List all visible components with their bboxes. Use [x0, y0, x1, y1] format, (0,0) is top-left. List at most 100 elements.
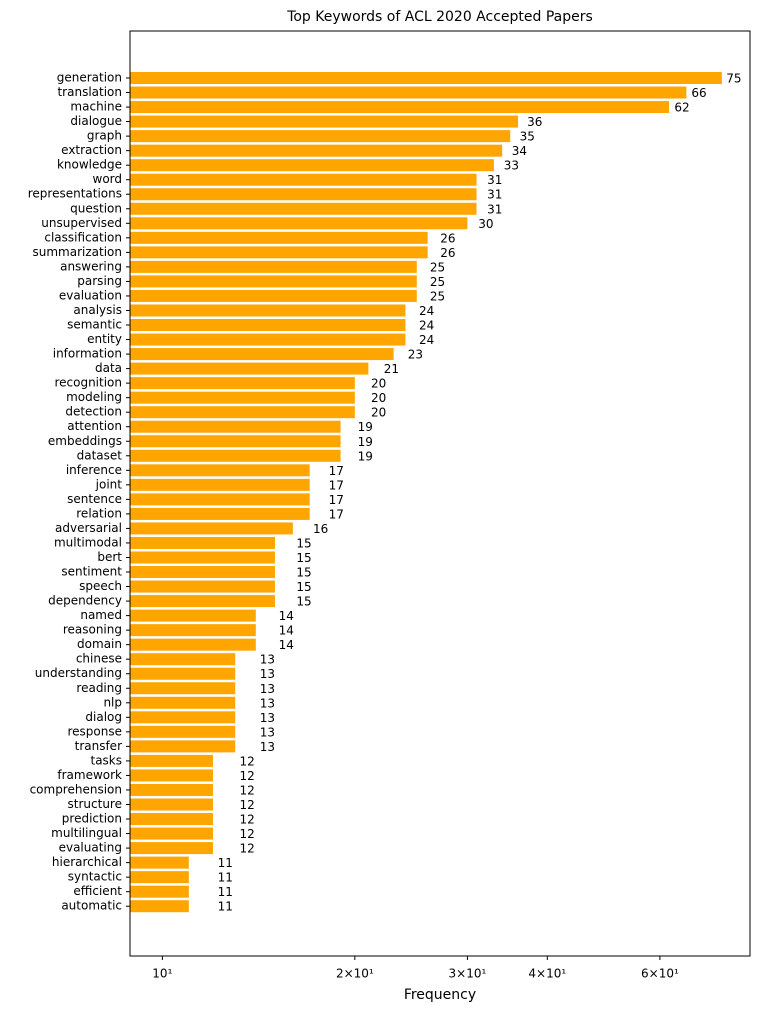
bar — [130, 420, 341, 433]
x-axis-label: Frequency — [404, 987, 476, 1003]
value-label: 12 — [239, 813, 254, 827]
bar — [130, 493, 310, 506]
value-label: 36 — [527, 115, 542, 129]
value-label: 16 — [313, 522, 328, 536]
bar — [130, 304, 406, 317]
value-label: 34 — [512, 144, 527, 158]
y-tick-label: translation — [57, 85, 122, 99]
value-label: 11 — [218, 900, 233, 914]
bar — [130, 101, 669, 114]
value-label: 66 — [691, 86, 706, 100]
value-label: 75 — [726, 72, 741, 86]
y-tick-label: modeling — [66, 390, 122, 404]
y-tick-label: hierarchical — [52, 855, 122, 869]
y-tick-label: information — [53, 347, 122, 361]
bar — [130, 696, 236, 709]
y-tick-label: chinese — [76, 652, 122, 666]
y-tick-label: embeddings — [48, 434, 122, 448]
value-label: 12 — [239, 827, 254, 841]
y-tick-label: entity — [87, 332, 122, 346]
value-label: 25 — [430, 260, 445, 274]
y-tick-label: dependency — [48, 594, 122, 608]
y-tick-label: joint — [95, 477, 123, 491]
bar — [130, 435, 341, 448]
y-tick-label: knowledge — [57, 158, 122, 172]
value-label: 19 — [358, 449, 373, 463]
bar — [130, 406, 355, 419]
y-tick-label: generation — [57, 71, 122, 85]
y-tick-label: speech — [79, 579, 122, 593]
y-tick-label: dialog — [85, 710, 122, 724]
value-label: 15 — [296, 566, 311, 580]
bar — [130, 333, 406, 346]
bar — [130, 580, 275, 593]
bar — [130, 522, 293, 535]
bar — [130, 624, 256, 637]
bar — [130, 842, 213, 855]
value-label: 17 — [329, 464, 344, 478]
bar — [130, 260, 417, 273]
x-tick-label: 6×10¹ — [641, 967, 679, 981]
y-tick-label: relation — [76, 506, 122, 520]
x-tick-label: 4×10¹ — [528, 967, 566, 981]
bar — [130, 478, 310, 491]
x-tick-label: 10¹ — [152, 967, 172, 981]
bar — [130, 754, 213, 767]
bar — [130, 595, 275, 608]
value-label: 13 — [260, 725, 275, 739]
bar — [130, 827, 213, 840]
y-tick-label: representations — [28, 187, 122, 201]
x-tick-label: 3×10¹ — [449, 967, 487, 981]
y-tick-label: extraction — [61, 143, 122, 157]
y-tick-label: attention — [67, 419, 122, 433]
value-label: 20 — [371, 377, 386, 391]
y-tick-label: recognition — [54, 376, 122, 390]
bar — [130, 362, 369, 375]
value-label: 24 — [419, 333, 434, 347]
y-tick-label: answering — [60, 259, 122, 273]
bar — [130, 711, 236, 724]
value-label: 31 — [487, 188, 502, 202]
y-tick-label: analysis — [73, 303, 122, 317]
value-label: 20 — [371, 406, 386, 420]
bar — [130, 682, 236, 695]
x-tick-label: 2×10¹ — [336, 967, 374, 981]
value-label: 11 — [218, 871, 233, 885]
bar — [130, 449, 341, 462]
bar — [130, 202, 477, 215]
y-tick-label: detection — [65, 405, 122, 419]
value-label: 13 — [260, 696, 275, 710]
bar — [130, 638, 256, 651]
value-label: 17 — [329, 507, 344, 521]
bar — [130, 464, 310, 477]
y-tick-label: semantic — [67, 318, 122, 332]
y-tick-label: structure — [68, 797, 122, 811]
y-tick-label: evaluation — [59, 288, 122, 302]
value-label: 31 — [487, 202, 502, 216]
y-tick-label: adversarial — [55, 521, 122, 535]
bar — [130, 725, 236, 738]
y-tick-label: question — [70, 201, 122, 215]
bar — [130, 566, 275, 579]
y-tick-label: word — [93, 172, 123, 186]
bar — [130, 667, 236, 680]
y-tick-label: domain — [77, 637, 122, 651]
value-label: 13 — [260, 682, 275, 696]
value-label: 33 — [504, 159, 519, 173]
y-tick-label: sentiment — [61, 565, 122, 579]
y-tick-label: classification — [44, 230, 122, 244]
value-label: 15 — [296, 536, 311, 550]
y-tick-label: efficient — [73, 884, 122, 898]
value-label: 15 — [296, 551, 311, 565]
bar — [130, 813, 213, 826]
value-label: 11 — [218, 856, 233, 870]
value-label: 30 — [478, 217, 493, 231]
y-tick-label: transfer — [75, 739, 122, 753]
value-label: 21 — [384, 362, 399, 376]
bar — [130, 740, 236, 753]
y-tick-label: evaluating — [59, 841, 122, 855]
y-tick-label: summarization — [33, 245, 123, 259]
y-tick-label: reading — [76, 681, 122, 695]
y-tick-label: parsing — [77, 274, 122, 288]
bar — [130, 115, 519, 128]
